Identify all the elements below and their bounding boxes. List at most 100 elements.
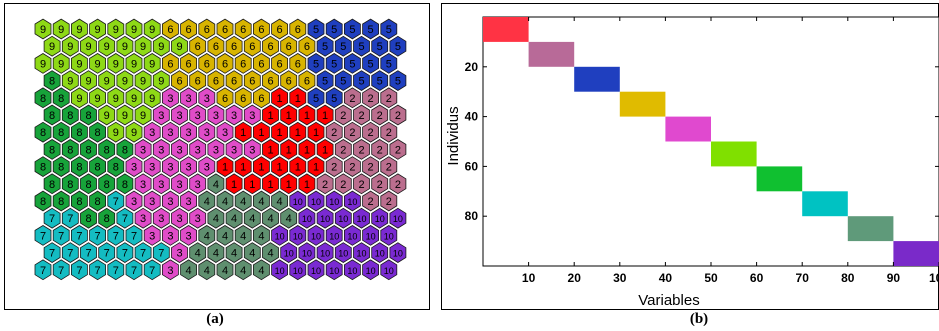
som-cell: 10	[289, 259, 307, 281]
som-cell-label: 9	[176, 41, 182, 53]
som-cell: 2	[380, 190, 398, 212]
som-cell: 3	[198, 121, 216, 143]
som-cell: 10	[289, 225, 307, 246]
som-cell: 4	[234, 190, 252, 212]
som-cell-label: 7	[85, 248, 91, 260]
som-cell: 7	[43, 242, 61, 263]
som-cell: 8	[34, 121, 52, 143]
som-cell: 6	[180, 18, 198, 40]
som-cell-label: 7	[104, 248, 110, 260]
som-cell: 6	[225, 70, 243, 91]
matrix-block	[528, 41, 575, 67]
som-cell-label: 10	[384, 231, 394, 241]
som-cell: 9	[61, 70, 79, 91]
som-cell-label: 10	[375, 249, 385, 259]
som-cell-label: 4	[213, 213, 219, 225]
som-cell-label: 5	[331, 58, 337, 70]
som-cell: 3	[180, 156, 198, 177]
som-cell-label: 6	[213, 76, 219, 88]
som-cell: 4	[234, 259, 252, 281]
som-cell-label: 3	[140, 144, 146, 156]
x-tick-label: 60	[750, 271, 764, 285]
matrix-block	[574, 66, 620, 92]
som-cell-label: 5	[358, 41, 364, 53]
som-cell-label: 9	[131, 93, 137, 105]
som-cell: 4	[189, 242, 207, 263]
som-cell-label: 10	[375, 214, 385, 224]
som-cell: 1	[271, 121, 289, 143]
som-cell: 8	[80, 207, 97, 229]
som-cell-label: 3	[167, 265, 173, 277]
som-cell-label: 3	[167, 127, 173, 139]
som-cell: 8	[43, 139, 61, 160]
som-cell: 7	[152, 242, 170, 263]
som-cell-label: 6	[195, 76, 201, 88]
som-cell: 9	[80, 70, 97, 91]
som-cell: 9	[116, 35, 134, 57]
som-cell-label: 7	[149, 265, 155, 277]
som-cell-label: 3	[186, 230, 192, 242]
som-cell: 3	[152, 104, 170, 126]
som-cell-label: 5	[313, 24, 319, 36]
som-cell-label: 10	[338, 214, 348, 224]
som-cell: 6	[198, 18, 216, 40]
som-cell: 8	[98, 139, 116, 160]
som-cell: 9	[89, 53, 106, 74]
som-cell: 8	[71, 121, 88, 143]
som-cell: 2	[343, 156, 361, 177]
som-cell: 6	[271, 18, 289, 40]
som-cell-label: 2	[340, 179, 346, 191]
som-cell-label: 10	[393, 214, 403, 224]
som-cell: 4	[180, 259, 198, 281]
som-cell-label: 5	[349, 24, 355, 36]
som-cell: 4	[216, 190, 234, 212]
som-cell-label: 6	[195, 41, 201, 53]
som-cell-label: 1	[304, 179, 310, 191]
som-cell-label: 9	[40, 24, 46, 36]
som-cell-label: 8	[104, 213, 110, 225]
som-cell: 7	[116, 242, 134, 263]
som-cell-label: 9	[58, 24, 64, 36]
som-cell-label: 3	[140, 179, 146, 191]
som-cell-label: 3	[176, 248, 182, 260]
som-cell: 6	[225, 35, 243, 57]
som-cell: 9	[125, 18, 143, 40]
som-cell: 7	[34, 225, 52, 246]
som-cell: 8	[34, 87, 52, 109]
som-cell-label: 1	[277, 93, 283, 105]
som-cell: 3	[198, 156, 216, 177]
som-cell: 3	[161, 156, 179, 177]
som-cell: 1	[307, 156, 325, 177]
som-cell: 1	[271, 156, 289, 177]
som-cell-label: 9	[40, 58, 46, 70]
som-cell-label: 3	[176, 110, 182, 122]
som-cell: 2	[343, 121, 361, 143]
som-cell-label: 1	[304, 110, 310, 122]
som-cell: 9	[152, 35, 170, 57]
som-cell: 3	[180, 87, 198, 109]
som-cell-label: 8	[122, 179, 128, 191]
som-cell: 10	[298, 242, 316, 263]
som-cell-label: 8	[85, 213, 91, 225]
som-cell: 6	[252, 18, 270, 40]
som-cell: 5	[334, 70, 352, 91]
som-cell-label: 4	[277, 196, 283, 208]
som-cell: 1	[262, 173, 279, 195]
som-cell-label: 6	[222, 58, 228, 70]
som-cell-label: 4	[286, 213, 292, 225]
som-cell: 1	[252, 121, 270, 143]
som-cell: 3	[189, 139, 207, 160]
som-cell: 9	[71, 53, 88, 74]
matrix-block	[756, 166, 803, 192]
som-cell-label: 2	[349, 162, 355, 174]
som-cell-label: 1	[313, 127, 319, 139]
y-tick-label: 80	[465, 209, 479, 223]
som-cell: 8	[61, 173, 79, 195]
matrix-block	[665, 116, 711, 142]
som-cell: 8	[43, 104, 61, 126]
som-cell-label: 6	[267, 41, 273, 53]
som-cell-label: 3	[195, 213, 201, 225]
som-cell-label: 10	[338, 249, 348, 259]
som-cell-label: 3	[131, 196, 137, 208]
som-cell: 10	[325, 190, 343, 212]
